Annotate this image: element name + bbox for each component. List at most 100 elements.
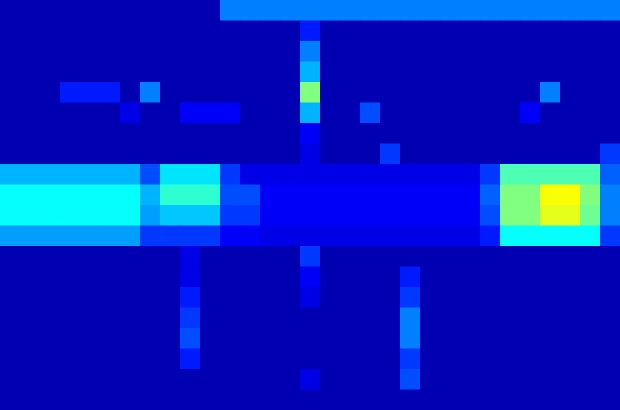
cell bbox=[80, 369, 101, 390]
cell bbox=[540, 308, 561, 329]
cell bbox=[20, 21, 41, 42]
cell bbox=[120, 349, 141, 370]
cell bbox=[420, 62, 441, 83]
cell bbox=[240, 246, 261, 267]
cell bbox=[420, 369, 441, 390]
cell bbox=[340, 226, 361, 247]
cell bbox=[240, 369, 261, 390]
cell bbox=[280, 390, 301, 410]
cell bbox=[380, 267, 401, 288]
cell bbox=[600, 390, 620, 410]
cell bbox=[340, 62, 361, 83]
cell bbox=[120, 369, 141, 390]
cell bbox=[540, 185, 561, 206]
cell bbox=[400, 246, 421, 267]
cell bbox=[280, 185, 301, 206]
cell bbox=[460, 144, 481, 165]
cell bbox=[560, 328, 581, 349]
cell bbox=[480, 287, 501, 308]
cell bbox=[460, 226, 481, 247]
cell bbox=[420, 328, 441, 349]
cell bbox=[80, 226, 101, 247]
cell bbox=[140, 0, 161, 21]
cell bbox=[60, 390, 81, 410]
cell bbox=[400, 390, 421, 410]
cell bbox=[140, 21, 161, 42]
cell bbox=[380, 246, 401, 267]
cell bbox=[340, 390, 361, 410]
cell bbox=[340, 308, 361, 329]
cell bbox=[0, 349, 21, 370]
cell bbox=[300, 308, 321, 329]
cell bbox=[180, 164, 201, 185]
cell bbox=[220, 246, 241, 267]
cell bbox=[380, 205, 401, 226]
cell bbox=[80, 103, 101, 124]
cell bbox=[400, 62, 421, 83]
cell bbox=[440, 205, 461, 226]
cell bbox=[480, 185, 501, 206]
cell bbox=[40, 390, 61, 410]
cell bbox=[100, 185, 121, 206]
cell bbox=[280, 287, 301, 308]
cell bbox=[500, 349, 521, 370]
cell bbox=[340, 0, 361, 21]
cell bbox=[60, 62, 81, 83]
cell bbox=[220, 205, 241, 226]
cell bbox=[560, 103, 581, 124]
cell bbox=[200, 185, 221, 206]
cell bbox=[140, 82, 161, 103]
cell bbox=[580, 246, 601, 267]
cell bbox=[100, 267, 121, 288]
cell bbox=[140, 308, 161, 329]
cell bbox=[200, 0, 221, 21]
cell bbox=[60, 308, 81, 329]
cell bbox=[100, 21, 121, 42]
cell bbox=[180, 246, 201, 267]
cell bbox=[100, 144, 121, 165]
cell bbox=[360, 246, 381, 267]
cell bbox=[460, 62, 481, 83]
cell bbox=[580, 164, 601, 185]
cell bbox=[40, 185, 61, 206]
cell bbox=[20, 185, 41, 206]
cell bbox=[200, 164, 221, 185]
cell bbox=[20, 0, 41, 21]
cell bbox=[20, 287, 41, 308]
cell bbox=[340, 205, 361, 226]
cell bbox=[280, 123, 301, 144]
cell bbox=[220, 82, 241, 103]
cell bbox=[380, 82, 401, 103]
cell bbox=[540, 328, 561, 349]
cell bbox=[460, 123, 481, 144]
cell bbox=[260, 226, 281, 247]
cell bbox=[340, 287, 361, 308]
cell bbox=[560, 185, 581, 206]
cell bbox=[540, 144, 561, 165]
cell bbox=[480, 205, 501, 226]
cell bbox=[600, 267, 620, 288]
cell bbox=[200, 21, 221, 42]
cell bbox=[160, 246, 181, 267]
cell bbox=[140, 226, 161, 247]
cell bbox=[560, 21, 581, 42]
cell bbox=[80, 41, 101, 62]
cell bbox=[200, 123, 221, 144]
cell bbox=[360, 226, 381, 247]
cell bbox=[360, 390, 381, 410]
cell bbox=[540, 390, 561, 410]
cell bbox=[360, 123, 381, 144]
cell bbox=[120, 82, 141, 103]
cell bbox=[320, 62, 341, 83]
cell bbox=[280, 246, 301, 267]
cell bbox=[460, 308, 481, 329]
cell bbox=[280, 369, 301, 390]
cell bbox=[320, 328, 341, 349]
cell bbox=[500, 369, 521, 390]
cell bbox=[540, 205, 561, 226]
cell bbox=[0, 41, 21, 62]
cell bbox=[180, 41, 201, 62]
cell bbox=[200, 144, 221, 165]
cell bbox=[120, 0, 141, 21]
cell bbox=[340, 267, 361, 288]
